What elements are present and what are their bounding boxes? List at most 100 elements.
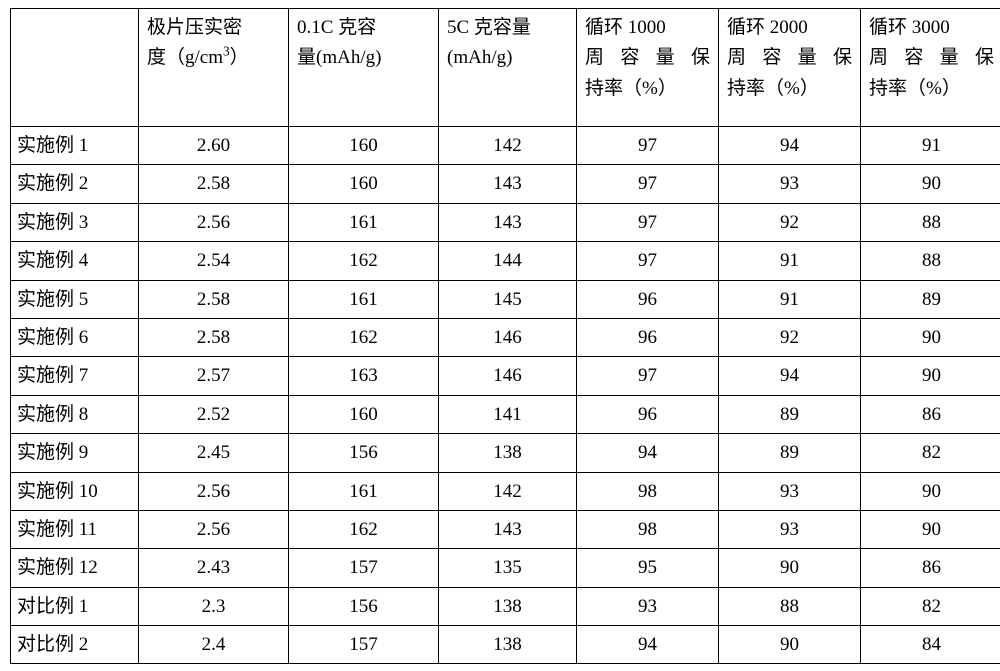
row-label: 实施例 2 (17, 173, 88, 194)
header-text: 周容量保 (869, 43, 994, 73)
cell-value: 160 (349, 404, 378, 425)
value-cell: 161 (289, 472, 439, 510)
value-cell: 161 (289, 280, 439, 318)
cell-value: 160 (349, 135, 378, 156)
header-text: 持率（%） (869, 74, 994, 104)
cell-value: 2.56 (197, 519, 230, 540)
value-cell: 157 (289, 626, 439, 664)
value-cell: 96 (577, 280, 719, 318)
cell-value: 2.54 (197, 250, 230, 271)
cell-value: 97 (638, 135, 657, 156)
table-row: 实施例 92.45156138948982 (11, 434, 1000, 472)
cell-value: 96 (638, 289, 657, 310)
cell-value: 143 (493, 173, 522, 194)
cell-value: 89 (922, 289, 941, 310)
row-label-cell: 实施例 4 (11, 242, 139, 280)
value-cell: 2.43 (139, 549, 289, 587)
cell-value: 162 (349, 519, 378, 540)
cell-value: 161 (349, 481, 378, 502)
value-cell: 93 (719, 165, 861, 203)
value-cell: 135 (439, 549, 577, 587)
row-label: 实施例 5 (17, 289, 88, 310)
cell-value: 89 (780, 404, 799, 425)
value-cell: 2.3 (139, 587, 289, 625)
value-cell: 97 (577, 127, 719, 165)
cell-value: 138 (493, 596, 522, 617)
value-cell: 156 (289, 587, 439, 625)
value-cell: 96 (577, 318, 719, 356)
col-header-cy2000: 循环 2000 周容量保 持率（%） (719, 9, 861, 127)
cell-value: 91 (780, 289, 799, 310)
value-cell: 82 (861, 587, 1000, 625)
value-cell: 2.60 (139, 127, 289, 165)
value-cell: 92 (719, 318, 861, 356)
value-cell: 156 (289, 434, 439, 472)
cell-value: 90 (922, 519, 941, 540)
table-row: 实施例 72.57163146979490 (11, 357, 1000, 395)
row-label-cell: 实施例 7 (11, 357, 139, 395)
value-cell: 144 (439, 242, 577, 280)
value-cell: 89 (719, 395, 861, 433)
table-row: 实施例 1 2.60 160 142 97 94 91 (11, 127, 1000, 165)
value-cell: 90 (719, 626, 861, 664)
row-label-cell: 对比例 1 (11, 587, 139, 625)
cell-value: 2.56 (197, 481, 230, 502)
cell-value: 97 (638, 365, 657, 386)
value-cell: 2.56 (139, 510, 289, 548)
value-cell: 98 (577, 472, 719, 510)
value-cell: 86 (861, 549, 1000, 587)
value-cell: 94 (577, 434, 719, 472)
table-row: 实施例 102.56161142989390 (11, 472, 1000, 510)
cell-value: 82 (922, 596, 941, 617)
header-text: 循环 2000 (727, 13, 852, 43)
cell-value: 92 (780, 212, 799, 233)
page: 极片压实密 度（g/cm3） 0.1C 克容 量(mAh/g) 5C 克容量 (… (0, 0, 1000, 671)
col-header-cy1000: 循环 1000 周容量保 持率（%） (577, 9, 719, 127)
value-cell: 82 (861, 434, 1000, 472)
table-row: 实施例 112.56162143989390 (11, 510, 1000, 548)
cell-value: 161 (349, 212, 378, 233)
cell-value: 161 (349, 289, 378, 310)
value-cell: 88 (861, 242, 1000, 280)
col-header-label (11, 9, 139, 127)
header-text: 循环 1000 (585, 13, 710, 43)
value-cell: 93 (577, 587, 719, 625)
cell-value: 93 (780, 173, 799, 194)
value-cell: 138 (439, 587, 577, 625)
value-cell: 160 (289, 165, 439, 203)
value-cell: 95 (577, 549, 719, 587)
cell-value: 2.58 (197, 173, 230, 194)
value-cell: 92 (719, 203, 861, 241)
value-cell: 2.58 (139, 280, 289, 318)
cell-value: 94 (780, 135, 799, 156)
cell-value: 2.58 (197, 327, 230, 348)
value-cell: 91 (861, 127, 1000, 165)
col-header-cy3000: 循环 3000 周容量保 持率（%） (861, 9, 1000, 127)
cell-value: 96 (638, 404, 657, 425)
cell-value: 98 (638, 519, 657, 540)
col-header-density: 极片压实密 度（g/cm3） (139, 9, 289, 127)
value-cell: 2.56 (139, 203, 289, 241)
value-cell: 143 (439, 165, 577, 203)
cell-value: 2.60 (197, 135, 230, 156)
header-text: 周容量保 (727, 43, 852, 73)
cell-value: 2.52 (197, 404, 230, 425)
cell-value: 86 (922, 557, 941, 578)
row-label-cell: 对比例 2 (11, 626, 139, 664)
cell-value: 144 (493, 250, 522, 271)
value-cell: 94 (577, 626, 719, 664)
value-cell: 94 (719, 357, 861, 395)
cell-value: 142 (493, 135, 522, 156)
row-label-cell: 实施例 8 (11, 395, 139, 433)
cell-value: 146 (493, 327, 522, 348)
row-label-cell: 实施例 9 (11, 434, 139, 472)
value-cell: 90 (719, 549, 861, 587)
value-cell: 86 (861, 395, 1000, 433)
row-label-cell: 实施例 10 (11, 472, 139, 510)
cell-value: 95 (638, 557, 657, 578)
col-header-cap01c: 0.1C 克容 量(mAh/g) (289, 9, 439, 127)
cell-value: 2.58 (197, 289, 230, 310)
cell-value: 91 (922, 135, 941, 156)
row-label-cell: 实施例 1 (11, 127, 139, 165)
cell-value: 156 (349, 596, 378, 617)
